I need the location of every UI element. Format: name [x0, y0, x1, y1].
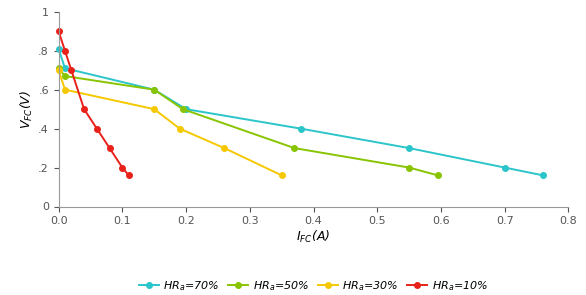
$HR_{a}$=50% — [434, 173, 441, 177]
Line: $HR_{a}$=70%: $HR_{a}$=70% — [56, 46, 546, 178]
$HR_{a}$=50% — [151, 88, 158, 91]
$HR_{a}$=30% — [176, 127, 183, 130]
Line: $HR_{a}$=50%: $HR_{a}$=50% — [56, 65, 441, 178]
$HR_{a}$=50% — [406, 166, 413, 169]
$HR_{a}$=50% — [55, 66, 62, 70]
$HR_{a}$=70% — [62, 66, 69, 70]
$HR_{a}$=10% — [125, 173, 132, 177]
$HR_{a}$=30% — [278, 173, 285, 177]
$HR_{a}$=50% — [179, 107, 186, 111]
$HR_{a}$=30% — [62, 88, 69, 91]
$HR_{a}$=10% — [93, 127, 100, 130]
$HR_{a}$=10% — [55, 30, 62, 33]
$HR_{a}$=30% — [221, 146, 228, 150]
$HR_{a}$=10% — [119, 166, 126, 169]
$HR_{a}$=10% — [80, 107, 88, 111]
$HR_{a}$=10% — [68, 68, 75, 72]
$HR_{a}$=30% — [151, 107, 158, 111]
$HR_{a}$=70% — [55, 47, 62, 50]
$HR_{a}$=70% — [406, 146, 413, 150]
X-axis label: $I_{FC}$(A): $I_{FC}$(A) — [297, 229, 331, 245]
$HR_{a}$=70% — [182, 107, 189, 111]
Y-axis label: $V_{FC}$(V): $V_{FC}$(V) — [19, 90, 35, 129]
Legend: $HR_{a}$=70%, $HR_{a}$=50%, $HR_{a}$=30%, $HR_{a}$=10%: $HR_{a}$=70%, $HR_{a}$=50%, $HR_{a}$=30%… — [134, 274, 493, 295]
Line: $HR_{a}$=10%: $HR_{a}$=10% — [56, 29, 131, 178]
$HR_{a}$=70% — [539, 173, 546, 177]
$HR_{a}$=70% — [297, 127, 304, 130]
$HR_{a}$=50% — [62, 74, 69, 78]
Line: $HR_{a}$=30%: $HR_{a}$=30% — [56, 68, 284, 178]
$HR_{a}$=70% — [151, 88, 158, 91]
$HR_{a}$=10% — [62, 49, 69, 53]
$HR_{a}$=50% — [291, 146, 298, 150]
$HR_{a}$=10% — [106, 146, 113, 150]
$HR_{a}$=70% — [501, 166, 508, 169]
$HR_{a}$=30% — [55, 68, 62, 72]
